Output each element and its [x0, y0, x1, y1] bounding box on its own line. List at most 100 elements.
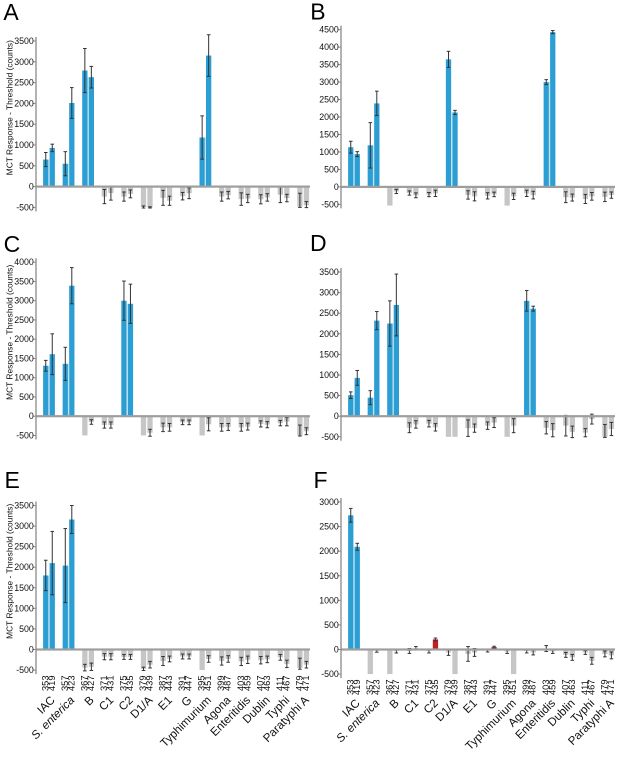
svg-text:1500: 1500: [319, 571, 339, 581]
svg-text:353: 353: [40, 675, 50, 691]
svg-text:0: 0: [29, 645, 34, 655]
svg-text:2000: 2000: [14, 562, 34, 572]
svg-text:463: 463: [262, 675, 272, 691]
svg-text:459: 459: [242, 675, 252, 691]
svg-text:357: 357: [365, 679, 375, 695]
svg-text:0: 0: [334, 182, 339, 192]
svg-text:479: 479: [294, 675, 304, 691]
svg-text:4000: 4000: [14, 257, 34, 267]
svg-text:4500: 4500: [319, 25, 339, 35]
svg-text:2500: 2500: [14, 542, 34, 552]
svg-text:471: 471: [606, 679, 616, 695]
svg-text:MCT Response - Threshold (coun: MCT Response - Threshold (counts): [5, 504, 15, 639]
svg-text:399: 399: [216, 675, 226, 691]
svg-text:427: 427: [391, 679, 401, 695]
svg-text:391: 391: [482, 679, 492, 695]
svg-text:MCT Response - Threshold (coun: MCT Response - Threshold (counts): [5, 40, 15, 175]
svg-text:443: 443: [164, 675, 174, 691]
svg-text:379: 379: [138, 675, 148, 691]
svg-text:A: A: [3, 0, 19, 25]
svg-text:407: 407: [255, 675, 265, 691]
svg-text:MCT Response - Threshold (coun: MCT Response - Threshold (counts): [5, 265, 15, 400]
svg-text:439: 439: [450, 679, 460, 695]
svg-text:371: 371: [404, 679, 414, 695]
svg-text:479: 479: [599, 679, 609, 695]
svg-text:407: 407: [560, 679, 570, 695]
svg-text:-500: -500: [321, 432, 339, 442]
svg-text:487: 487: [528, 679, 538, 695]
svg-text:500: 500: [19, 392, 34, 402]
svg-text:-500: -500: [321, 199, 339, 209]
svg-text:3500: 3500: [14, 501, 34, 511]
svg-text:423: 423: [371, 679, 381, 695]
svg-text:467: 467: [586, 679, 596, 695]
svg-text:0: 0: [334, 411, 339, 421]
svg-text:-500: -500: [321, 669, 339, 679]
svg-text:2500: 2500: [319, 308, 339, 318]
svg-text:435: 435: [430, 679, 440, 695]
svg-text:500: 500: [19, 624, 34, 634]
svg-text:403: 403: [541, 679, 551, 695]
svg-text:357: 357: [60, 675, 70, 691]
svg-text:399: 399: [521, 679, 531, 695]
svg-text:0: 0: [29, 182, 34, 192]
svg-text:2500: 2500: [319, 522, 339, 532]
svg-text:439: 439: [145, 675, 155, 691]
svg-text:3000: 3000: [319, 497, 339, 507]
svg-text:500: 500: [324, 391, 339, 401]
svg-text:447: 447: [489, 679, 499, 695]
svg-text:1000: 1000: [319, 147, 339, 157]
svg-text:3500: 3500: [319, 60, 339, 70]
svg-text:419: 419: [47, 675, 57, 691]
svg-text:3500: 3500: [319, 267, 339, 277]
svg-text:387: 387: [463, 679, 473, 695]
svg-text:3000: 3000: [319, 288, 339, 298]
svg-text:1500: 1500: [14, 583, 34, 593]
svg-text:2500: 2500: [14, 315, 34, 325]
svg-text:1500: 1500: [14, 119, 34, 129]
svg-text:1000: 1000: [14, 373, 34, 383]
svg-text:411: 411: [275, 676, 285, 691]
svg-text:500: 500: [324, 164, 339, 174]
svg-text:1000: 1000: [319, 595, 339, 605]
svg-text:3000: 3000: [14, 296, 34, 306]
svg-text:367: 367: [79, 675, 89, 691]
svg-text:-500: -500: [16, 430, 34, 440]
svg-text:-500: -500: [16, 202, 34, 212]
svg-text:1500: 1500: [14, 353, 34, 363]
svg-text:1000: 1000: [14, 140, 34, 150]
svg-text:C: C: [4, 231, 21, 257]
svg-text:375: 375: [423, 679, 433, 695]
svg-text:387: 387: [158, 675, 168, 691]
svg-text:3000: 3000: [14, 57, 34, 67]
svg-text:379: 379: [443, 679, 453, 695]
svg-text:500: 500: [19, 161, 34, 171]
svg-text:423: 423: [66, 675, 76, 691]
svg-text:1000: 1000: [319, 370, 339, 380]
svg-text:2000: 2000: [319, 546, 339, 556]
svg-text:1500: 1500: [319, 129, 339, 139]
svg-text:1500: 1500: [319, 349, 339, 359]
svg-text:E: E: [5, 467, 20, 493]
svg-text:B: B: [310, 0, 325, 25]
svg-text:4000: 4000: [319, 42, 339, 52]
svg-text:367: 367: [384, 679, 394, 695]
svg-text:459: 459: [547, 679, 557, 695]
svg-text:467: 467: [281, 675, 291, 691]
svg-text:2000: 2000: [319, 329, 339, 339]
svg-text:443: 443: [469, 679, 479, 695]
svg-text:2000: 2000: [14, 334, 34, 344]
svg-text:447: 447: [184, 675, 194, 691]
svg-text:487: 487: [223, 675, 233, 691]
svg-text:471: 471: [301, 675, 311, 691]
svg-text:2000: 2000: [14, 98, 34, 108]
svg-text:411: 411: [580, 680, 590, 695]
svg-text:395: 395: [502, 679, 512, 695]
svg-text:500: 500: [324, 620, 339, 630]
svg-text:3000: 3000: [319, 77, 339, 87]
svg-text:403: 403: [236, 675, 246, 691]
svg-text:3500: 3500: [14, 36, 34, 46]
svg-text:431: 431: [105, 675, 115, 691]
svg-text:371: 371: [99, 675, 109, 691]
svg-text:419: 419: [352, 679, 362, 695]
